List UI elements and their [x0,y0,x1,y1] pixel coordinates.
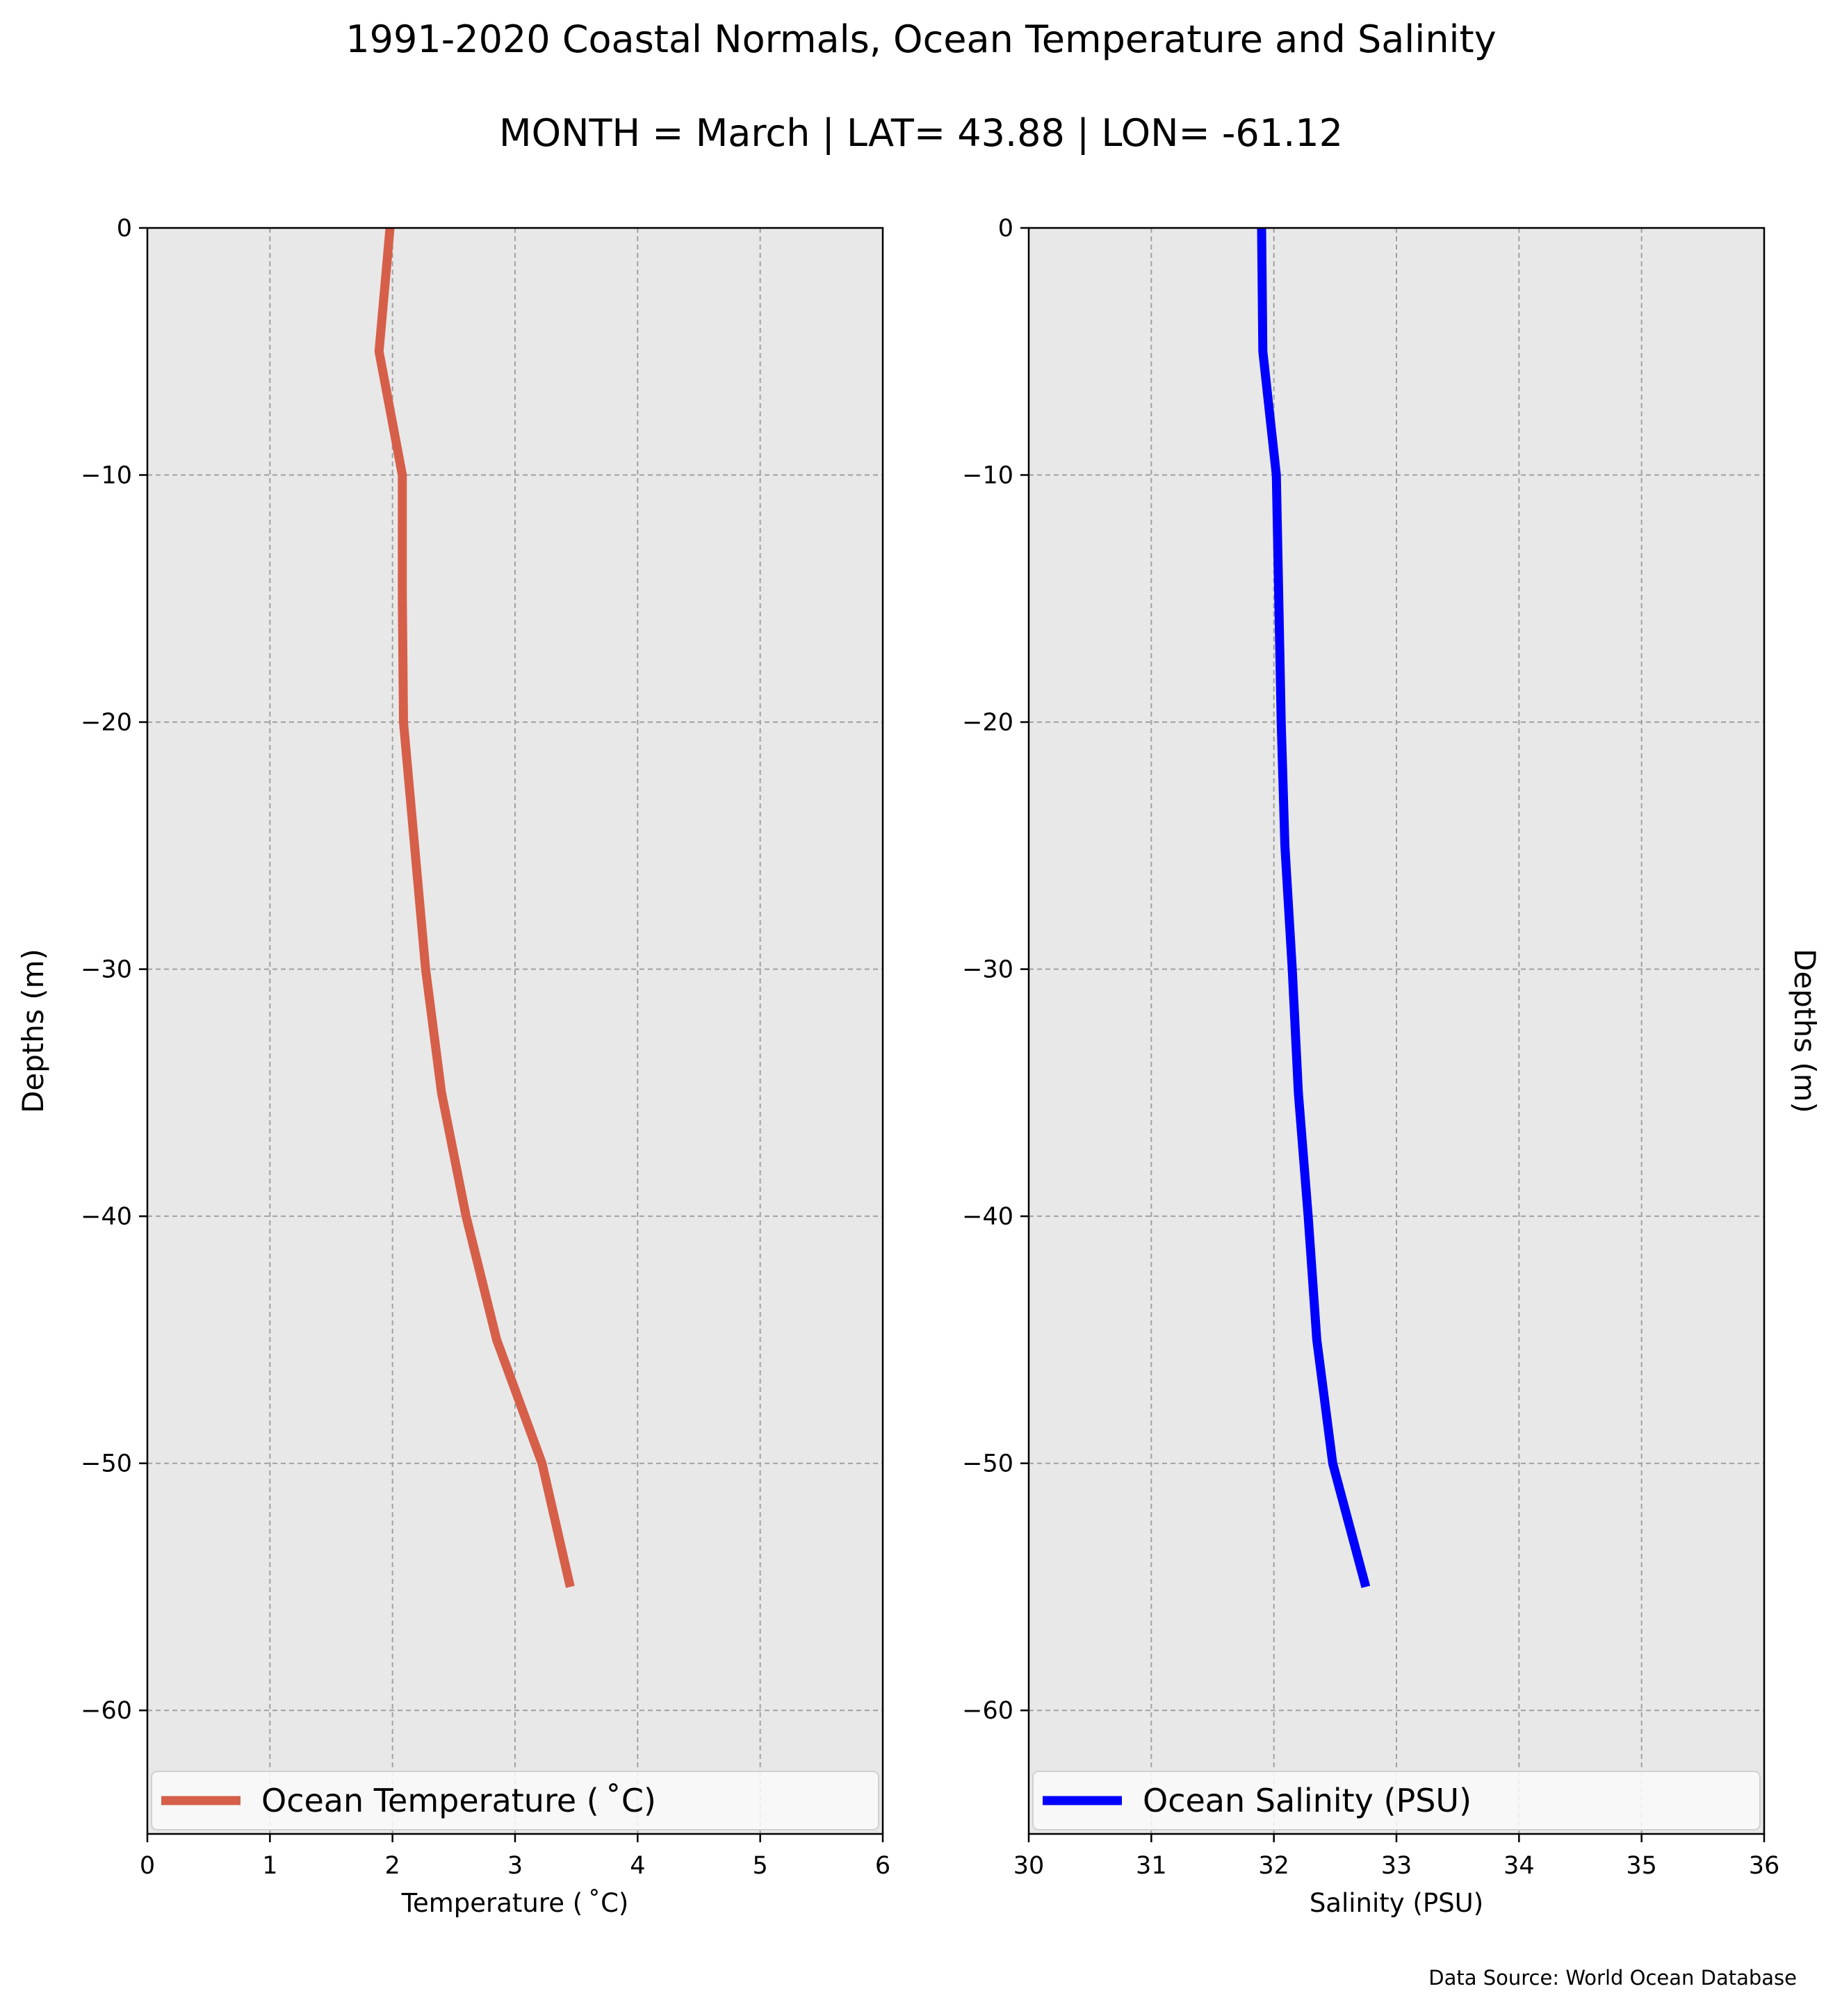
y-tick-label: −40 [962,1203,1013,1231]
x-tick-label: 30 [1013,1852,1045,1880]
salinity-y-ticks: 0 −10 −20 −30 −40 −50 −60 [962,215,1029,1725]
y-tick-label: −20 [962,709,1013,737]
temperature-legend: Ocean Temperature ( ˚C) [151,1771,879,1830]
data-source-note: Data Source: World Ocean Database [1428,1966,1797,1990]
x-tick-label: 32 [1258,1852,1289,1880]
data-point [414,845,415,846]
y-tick-label: −40 [81,1203,132,1231]
x-tick-label: 3 [507,1852,523,1880]
data-point [1308,1216,1309,1217]
y-tick-label: −20 [81,709,132,737]
temperature-legend-box [151,1771,879,1830]
salinity-gridlines [1029,228,1764,1834]
x-tick-label: 5 [753,1852,768,1880]
salinity-series [1257,227,1371,1589]
salinity-x-axis-label: Salinity (PSU) [1310,1888,1483,1918]
x-tick-label: 36 [1749,1852,1780,1880]
series-line [1257,227,1371,1589]
temperature-legend-label: Ocean Temperature ( ˚C) [261,1782,656,1819]
y-tick-label: 0 [998,215,1013,243]
x-tick-label: 35 [1626,1852,1657,1880]
temperature-panel: Ocean Temperature ( ˚C) 0 1 2 3 4 5 6 0 −10 −20 −… [16,215,890,1918]
y-tick-label: −50 [962,1450,1013,1478]
data-point [441,1092,442,1093]
data-point [403,722,404,723]
temperature-x-axis-label: Temperature ( ˚C) [401,1888,629,1918]
x-tick-label: 0 [140,1852,155,1880]
temperature-y-ticks: 0 −10 −20 −30 −40 −50 −60 [81,215,147,1725]
salinity-legend-box [1032,1771,1761,1830]
data-point [1332,1463,1333,1464]
chart-subtitle: MONTH = March | LAT= 43.88 | LON= -61.12 [499,111,1343,155]
data-point [379,351,380,352]
data-point [1281,722,1282,723]
x-tick-label: 31 [1136,1852,1167,1880]
data-point [541,1463,542,1464]
y-tick-label: −10 [81,462,132,490]
salinity-legend-label: Ocean Salinity (PSU) [1143,1782,1472,1819]
x-tick-label: 6 [875,1852,890,1880]
y-tick-label: −10 [962,462,1013,490]
data-point [496,1339,497,1340]
x-tick-label: 1 [262,1852,277,1880]
data-point [1262,351,1263,352]
x-tick-label: 34 [1503,1852,1535,1880]
salinity-x-ticks: 30 31 32 33 34 35 36 [1013,1834,1780,1880]
y-tick-label: −30 [962,956,1013,984]
x-tick-label: 2 [385,1852,400,1880]
salinity-panel: Ocean Salinity (PSU) 30 31 32 33 34 35 36 0 −10… [962,215,1822,1918]
x-tick-label: 4 [630,1852,645,1880]
data-point [1278,598,1279,599]
temperature-y-axis-label: Depths (m) [16,949,50,1113]
y-tick-label: −60 [962,1697,1013,1725]
temperature-series [374,227,575,1588]
y-tick-label: −30 [81,956,132,984]
y-tick-label: −50 [81,1450,132,1478]
x-tick-label: 33 [1381,1852,1412,1880]
series-line [374,227,575,1588]
salinity-legend: Ocean Salinity (PSU) [1032,1771,1761,1830]
temperature-x-ticks: 0 1 2 3 4 5 6 [140,1834,890,1880]
y-tick-label: 0 [117,215,132,243]
salinity-y-axis-label: Depths (m) [1788,949,1822,1113]
y-tick-label: −60 [81,1697,132,1725]
chart-title: 1991-2020 Coastal Normals, Ocean Tempera… [345,17,1496,61]
temperature-gridlines [147,228,883,1834]
